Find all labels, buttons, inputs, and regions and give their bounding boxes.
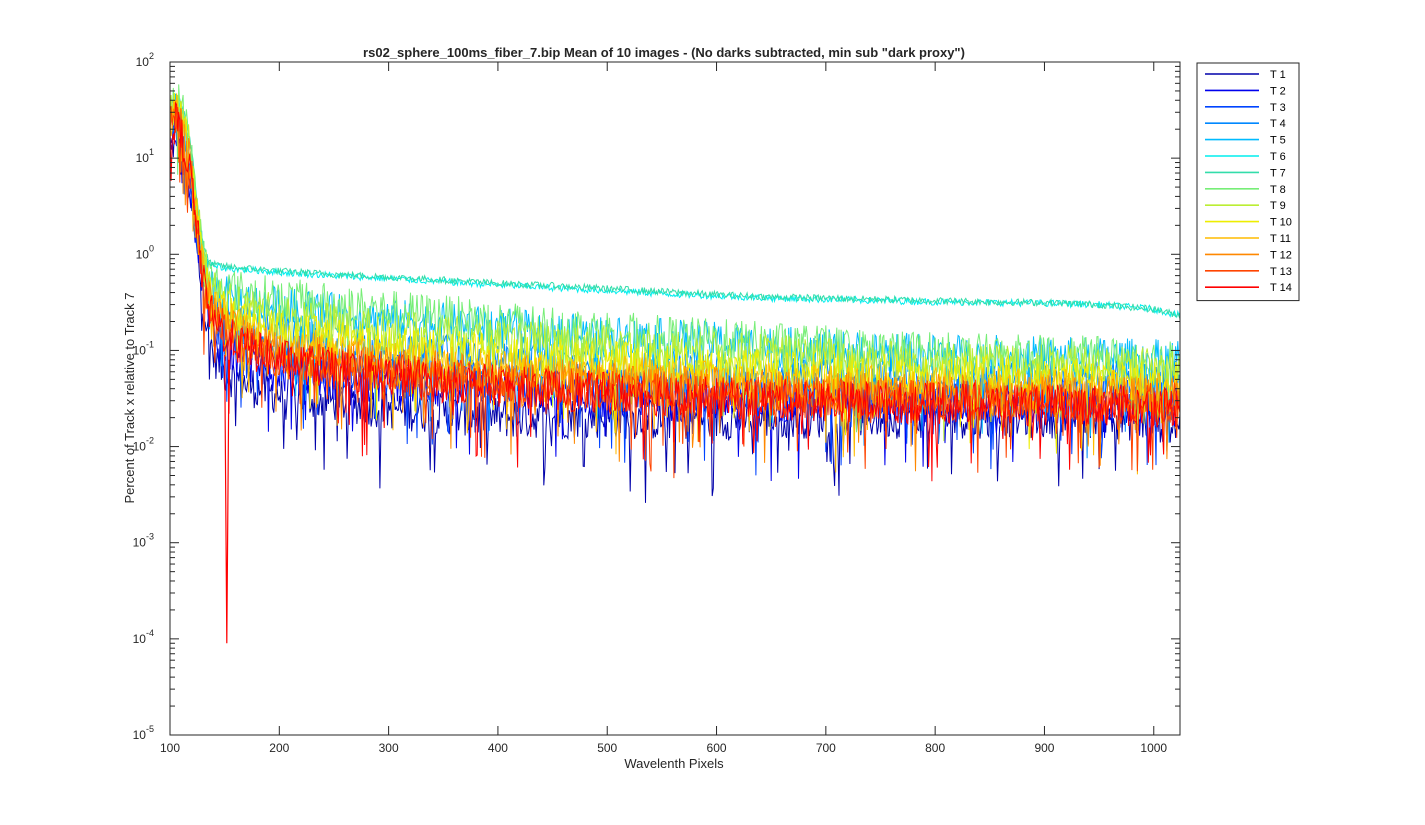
legend: T 1 T 2 T 3 T 4 T 5 T 6 T 7 T 8 T 9 T 10 T 11 T 12 T…	[1196, 62, 1300, 302]
x-axis-label: Wavelenth Pixels	[624, 756, 724, 771]
series-line-7	[170, 94, 1180, 319]
x-tick-label: 600	[707, 741, 727, 755]
y-tick-label: 10-3	[133, 532, 154, 550]
legend-label: T 6	[1270, 151, 1286, 163]
legend-label: T 2	[1270, 85, 1286, 97]
y-tick-label: 100	[136, 243, 154, 261]
x-tick-label: 100	[160, 741, 180, 755]
legend-label: T 14	[1270, 282, 1292, 294]
x-tick-label: 300	[379, 741, 399, 755]
x-tick-label: 200	[269, 741, 289, 755]
legend-label: T 4	[1270, 118, 1286, 130]
legend-box	[1196, 62, 1300, 302]
y-axis-label: Percent of Track x relative to Track 7	[122, 293, 137, 504]
y-tick-label: 102	[136, 51, 154, 69]
legend-label: T 1	[1270, 69, 1286, 81]
legend-label: T 5	[1270, 135, 1286, 147]
legend-label: T 8	[1270, 184, 1286, 196]
chart-title: rs02_sphere_100ms_fiber_7.bip Mean of 10…	[363, 45, 965, 60]
x-tick-label: 400	[488, 741, 508, 755]
legend-label: T 9	[1270, 200, 1286, 212]
x-tick-label: 900	[1034, 741, 1054, 755]
x-tick-label: 800	[925, 741, 945, 755]
series-dip	[224, 354, 230, 644]
legend-label: T 13	[1270, 266, 1292, 278]
plot-frame	[169, 61, 1181, 736]
x-tick-label: 1000	[1140, 741, 1167, 755]
legend-label: T 7	[1270, 167, 1286, 179]
y-tick-label: 10-4	[133, 628, 154, 646]
plot-area	[169, 61, 1181, 736]
x-tick-label: 700	[816, 741, 836, 755]
series-line-6	[170, 99, 1180, 319]
series-line-8	[170, 84, 1180, 436]
legend-label: T 3	[1270, 102, 1286, 114]
series-lines	[170, 84, 1180, 644]
y-tick-label: 101	[136, 147, 154, 165]
legend-label: T 10	[1270, 217, 1292, 229]
series-line-14	[170, 102, 1180, 482]
legend-label: T 12	[1270, 249, 1292, 261]
y-tick-label: 10-5	[133, 724, 154, 742]
x-tick-label: 500	[597, 741, 617, 755]
legend-label: T 11	[1270, 233, 1291, 245]
series-line-9	[170, 94, 1180, 442]
x-axis-ticks: 100 200 300 400 500 600 700 800 900 1000	[160, 62, 1167, 755]
